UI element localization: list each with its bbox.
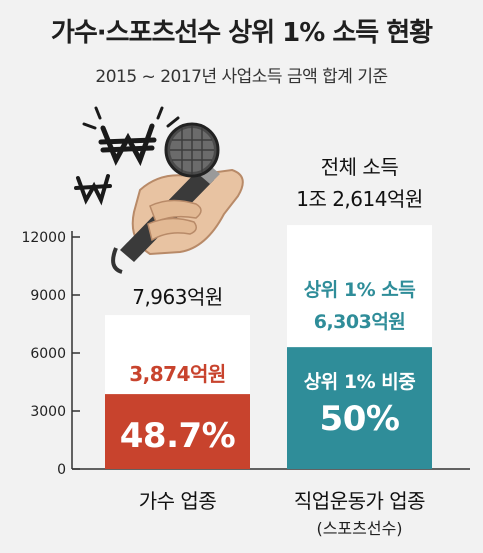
chart-subtitle: 2015 ~ 2017년 사업소득 금액 합계 기준 <box>95 67 388 87</box>
singer-total-label: 7,963억원 <box>132 285 223 310</box>
sports-top1-label: 6,303억원 <box>313 311 406 334</box>
singer-top1-label: 3,874억원 <box>129 362 226 387</box>
chart-title: 가수·스포츠선수 상위 1% 소득 현황 <box>50 18 433 48</box>
y-tick-label: 12000 <box>21 230 66 246</box>
category-label-sports: 직업운동가 업종 <box>293 489 426 513</box>
y-tick-label: 9000 <box>30 288 66 304</box>
sports-share-caption: 상위 1% 비중 <box>303 371 416 394</box>
sports-total-caption: 전체 소득 <box>320 155 399 180</box>
y-tick-label: 3000 <box>30 404 66 420</box>
singer-share-label: 48.7% <box>119 416 236 457</box>
y-tick-label: 0 <box>57 462 66 478</box>
sports-share-label: 50% <box>319 399 400 440</box>
bar-top1-singer <box>105 394 250 469</box>
sports-top1-caption: 상위 1% 소득 <box>303 279 416 302</box>
category-label-singer: 가수 업종 <box>138 489 217 513</box>
category-sublabel-sports: (스포츠선수) <box>316 519 403 538</box>
sports-total-label: 1조 2,614억원 <box>296 187 423 212</box>
won-icon <box>98 123 157 167</box>
bar-top1-sports <box>287 347 432 469</box>
microphone-illustration <box>74 106 244 274</box>
y-tick-label: 6000 <box>30 346 66 362</box>
won-icon-small <box>74 174 112 206</box>
